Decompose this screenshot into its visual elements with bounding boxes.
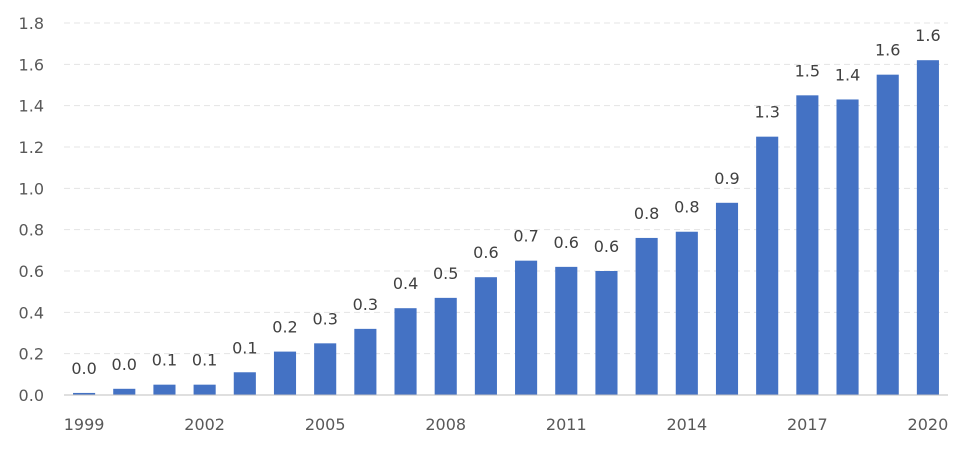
data-label: 0.3 bbox=[312, 309, 337, 328]
x-axis-ticks: 1999 2002 2005 2008 2011 2014 2017 2020 bbox=[64, 415, 949, 434]
data-label: 0.6 bbox=[473, 243, 498, 262]
x-tick-label: 1999 bbox=[64, 415, 105, 434]
data-label: 0.1 bbox=[232, 338, 257, 357]
bar bbox=[354, 328, 377, 395]
x-tick-label: 2011 bbox=[546, 415, 587, 434]
y-tick-label: 1.6 bbox=[19, 55, 44, 74]
bar bbox=[876, 74, 899, 396]
bar bbox=[73, 392, 96, 395]
y-tick-label: 0.0 bbox=[19, 386, 44, 405]
data-label: 0.9 bbox=[714, 169, 739, 188]
y-tick-label: 0.8 bbox=[19, 221, 44, 240]
bar bbox=[635, 237, 658, 395]
data-label: 0.6 bbox=[594, 237, 619, 256]
bar bbox=[233, 372, 256, 395]
data-label: 1.4 bbox=[835, 65, 860, 84]
y-tick-label: 0.4 bbox=[19, 303, 44, 322]
bar bbox=[555, 266, 578, 395]
bar bbox=[836, 99, 859, 395]
x-tick-label: 2017 bbox=[787, 415, 828, 434]
data-label: 0.3 bbox=[353, 295, 378, 314]
bar bbox=[595, 271, 618, 395]
x-tick-label: 2020 bbox=[908, 415, 949, 434]
data-label: 0.1 bbox=[192, 351, 217, 370]
bar bbox=[314, 343, 337, 395]
bar bbox=[474, 277, 497, 395]
y-tick-label: 0.2 bbox=[19, 345, 44, 364]
x-tick-label: 2005 bbox=[305, 415, 346, 434]
bar bbox=[113, 388, 136, 395]
data-label: 1.5 bbox=[795, 61, 820, 80]
bar bbox=[796, 95, 819, 395]
data-label: 0.1 bbox=[152, 351, 177, 370]
bar bbox=[434, 297, 457, 395]
data-label: 0.6 bbox=[554, 233, 579, 252]
gridlines bbox=[64, 22, 948, 355]
bar bbox=[756, 136, 779, 395]
bar bbox=[394, 308, 417, 395]
data-label: 1.3 bbox=[754, 103, 779, 122]
data-label: 0.8 bbox=[674, 198, 699, 217]
y-tick-label: 1.4 bbox=[19, 97, 44, 116]
y-axis-ticks: 0.0 0.2 0.4 0.6 0.8 1.0 1.2 1.4 1.6 1.8 bbox=[19, 14, 44, 405]
data-label: 0.5 bbox=[433, 264, 458, 283]
data-label: 1.6 bbox=[875, 41, 900, 60]
bar bbox=[515, 260, 538, 395]
x-tick-label: 2008 bbox=[425, 415, 466, 434]
bar bbox=[273, 351, 297, 395]
data-labels: 0.0 0.0 0.1 0.1 0.1 0.2 0.3 0.3 0.4 0.5 0.6 0.7 0.6 0… bbox=[71, 26, 940, 378]
bars bbox=[73, 60, 939, 396]
y-tick-label: 1.2 bbox=[19, 138, 44, 157]
x-tick-label: 2014 bbox=[666, 415, 707, 434]
bar bbox=[193, 384, 216, 395]
data-label: 0.0 bbox=[112, 355, 137, 374]
bar bbox=[916, 60, 939, 395]
data-label: 0.2 bbox=[272, 318, 297, 337]
data-label: 0.8 bbox=[634, 204, 659, 223]
bar bbox=[715, 202, 739, 395]
x-tick-label: 2002 bbox=[184, 415, 225, 434]
data-label: 0.0 bbox=[71, 359, 96, 378]
y-tick-label: 1.8 bbox=[19, 14, 44, 33]
y-tick-label: 0.6 bbox=[19, 262, 44, 281]
data-label: 1.6 bbox=[915, 26, 940, 45]
y-tick-label: 1.0 bbox=[19, 179, 44, 198]
bar bbox=[675, 231, 698, 395]
bar bbox=[153, 384, 176, 395]
data-label: 0.4 bbox=[393, 274, 418, 293]
data-label: 0.7 bbox=[513, 227, 538, 246]
